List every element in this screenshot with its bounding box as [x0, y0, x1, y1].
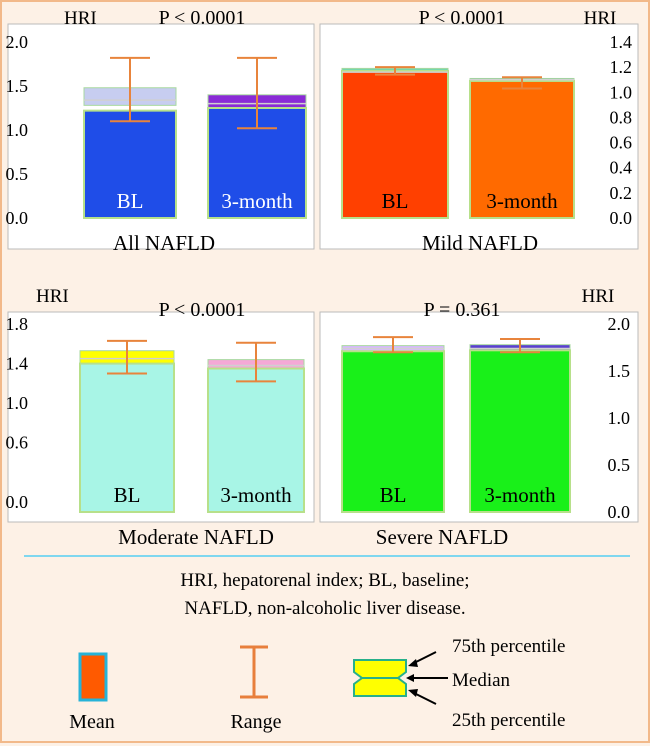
y-tick-1-8: 1.8 — [6, 314, 29, 334]
legend-percentile-swatch — [353, 659, 407, 697]
y-tick-0-5: 0.5 — [6, 164, 29, 184]
ylabel-severe: HRI — [582, 286, 615, 307]
ylabel-mild: HRI — [584, 8, 617, 29]
ylabel-moderate: HRI — [36, 286, 69, 307]
y-tick-0-0: 0.0 — [6, 492, 29, 512]
caption-line-2: NAFLD, non-alcoholic liver disease. — [184, 598, 465, 619]
legend-mean-label: Mean — [69, 711, 115, 733]
y-tick-1-5: 1.5 — [6, 76, 29, 96]
panel-mild-nafld: 0.0 0.2 0.4 0.6 0.8 1.0 1.2 1.4 BL 3-month — [341, 32, 633, 228]
y-tick-1-0: 1.0 — [6, 393, 29, 413]
p-value-all: P < 0.0001 — [159, 7, 246, 29]
p-value-severe: P = 0.361 — [424, 299, 501, 321]
y-tick-0-0: 0.0 — [610, 208, 633, 228]
legend-p25-label: 25th percentile — [452, 710, 565, 731]
panel-all-nafld: 0.0 0.5 1.0 1.5 2.0 BL 3-month — [6, 32, 307, 228]
category-label-bl: BL — [114, 483, 141, 507]
legend-p75-label: 75th percentile — [452, 636, 565, 657]
caption-line-1: HRI, hepatorenal index; BL, baseline; — [180, 570, 469, 591]
category-label-3-month: 3-month — [221, 189, 293, 213]
legend-arrows — [406, 651, 448, 705]
title-moderate: Moderate NAFLD — [118, 525, 274, 549]
y-tick-1-0: 1.0 — [608, 408, 631, 428]
y-tick-1-5: 1.5 — [608, 361, 631, 381]
y-tick-1-4: 1.4 — [610, 32, 633, 52]
y-tick-0-6: 0.6 — [610, 133, 633, 153]
panel-moderate-nafld: 0.0 0.6 1.0 1.4 1.8 BL 3-month — [6, 314, 305, 513]
y-tick-0-4: 0.4 — [610, 158, 633, 178]
category-label-bl: BL — [382, 189, 409, 213]
y-tick-0-8: 0.8 — [610, 107, 633, 127]
p-value-mild: P < 0.0001 — [419, 7, 506, 29]
category-label-bl: BL — [117, 189, 144, 213]
panel-severe-nafld: 0.0 0.5 1.0 1.5 2.0 BL 3-month — [341, 314, 631, 522]
legend-range-label: Range — [230, 711, 281, 733]
category-label-3-month: 3-month — [484, 483, 556, 507]
y-tick-1-4: 1.4 — [6, 354, 29, 374]
ylabel-all: HRI — [64, 8, 97, 29]
p-value-moderate: P < 0.0001 — [159, 299, 246, 321]
mean-bar-bl — [341, 350, 445, 514]
y-tick-0-6: 0.6 — [6, 433, 29, 453]
legend-range-swatch — [240, 645, 268, 699]
y-tick-0-0: 0.0 — [6, 208, 29, 228]
title-severe: Severe NAFLD — [376, 525, 508, 549]
y-tick-1-0: 1.0 — [6, 120, 29, 140]
category-label-3-month: 3-month — [220, 483, 292, 507]
mean-bar-bl — [341, 69, 449, 219]
title-mild: Mild NAFLD — [422, 231, 538, 255]
y-tick-2-0: 2.0 — [608, 314, 631, 334]
mean-bar-3-month — [469, 79, 575, 219]
legend-mean-swatch — [78, 652, 108, 702]
y-tick-1-0: 1.0 — [610, 82, 633, 102]
title-all: All NAFLD — [113, 231, 215, 255]
mean-bar-bl — [83, 109, 177, 219]
y-tick-2-0: 2.0 — [6, 32, 29, 52]
y-tick-0-0: 0.0 — [608, 502, 631, 522]
y-tick-0-2: 0.2 — [610, 183, 633, 203]
category-label-bl: BL — [380, 483, 407, 507]
y-tick-1-2: 1.2 — [610, 57, 633, 77]
y-tick-0-5: 0.5 — [608, 455, 631, 475]
legend-median-label: Median — [452, 670, 511, 691]
category-label-3-month: 3-month — [486, 189, 558, 213]
